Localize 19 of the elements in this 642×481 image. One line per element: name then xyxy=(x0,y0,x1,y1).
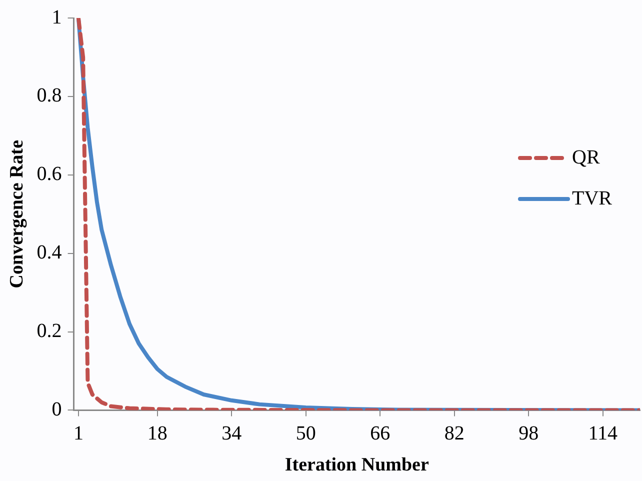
line-series xyxy=(76,18,640,410)
legend-label: QR xyxy=(572,146,600,168)
y-tick-label: 1 xyxy=(52,6,62,28)
x-tick-label: 50 xyxy=(296,422,316,444)
x-tick-label: 66 xyxy=(370,422,390,444)
y-axis-title: Convergence Rate xyxy=(6,140,28,288)
y-tick-label: 0.2 xyxy=(36,320,62,342)
y-tick-label: 0.4 xyxy=(36,242,62,264)
x-tick-label: 34 xyxy=(222,422,242,444)
y-tick-label: 0.8 xyxy=(36,84,62,107)
x-axis-title: Iteration Number xyxy=(284,454,430,476)
y-tick-label: 0.6 xyxy=(36,163,62,186)
x-tick-label: 1 xyxy=(73,422,84,444)
x-tick-label: 82 xyxy=(444,422,464,444)
x-tick-label: 114 xyxy=(588,422,618,444)
y-tick-label: 0 xyxy=(52,398,62,420)
legend-label: TVR xyxy=(572,187,613,210)
x-tick-label: 98 xyxy=(518,422,539,444)
x-tick-label: 18 xyxy=(147,422,168,444)
